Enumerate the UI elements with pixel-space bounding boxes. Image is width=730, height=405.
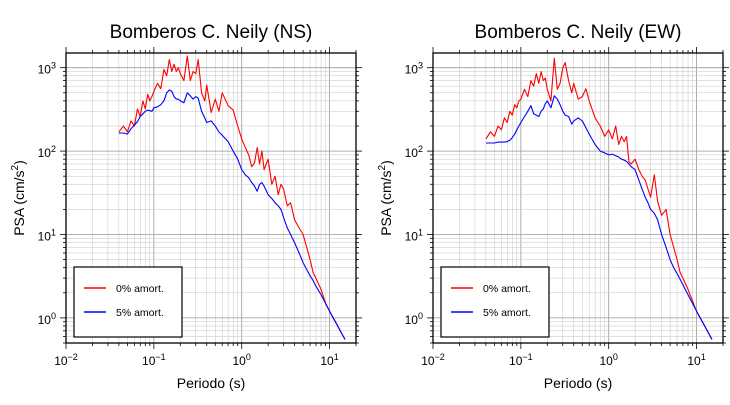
x-axis-label: Periodo (s) <box>544 375 612 391</box>
x-tick-label: 100 <box>233 352 251 368</box>
y-tick-label: 102 <box>38 144 56 160</box>
legend-label: 0% amort. <box>116 283 164 295</box>
x-tick-label: 10−1 <box>509 352 533 368</box>
plot-frame <box>65 52 357 344</box>
series-line-undamped <box>485 57 713 340</box>
grid <box>65 53 357 344</box>
chart-panel-2: 10−2 10−1 100 101 100 101 102 103 Bomberos C. Ne… <box>377 22 729 391</box>
plot-frame <box>432 52 724 344</box>
y-axis-label: PSA (cm/s2) <box>10 160 27 236</box>
x-tick-label: 101 <box>687 352 705 368</box>
y-tick-label: 103 <box>405 61 423 77</box>
y-axis-label: PSA (cm/s2) <box>377 160 394 236</box>
legend-box <box>440 266 550 338</box>
y-tick-label: 100 <box>405 311 423 327</box>
x-tick-label: 101 <box>320 352 338 368</box>
y-tick-label: 103 <box>38 61 56 77</box>
series-line-undamped <box>118 55 346 340</box>
x-tick-label: 10−2 <box>421 352 445 368</box>
y-tick-label: 101 <box>405 227 423 243</box>
x-axis-label: Periodo (s) <box>177 375 245 391</box>
legend-box <box>73 266 183 338</box>
chart-title: Bomberos C. Neily (EW) <box>475 22 682 43</box>
series-line-damped <box>485 95 713 340</box>
chart-title: Bomberos C. Neily (NS) <box>110 22 313 43</box>
x-tick-label: 10−2 <box>54 352 78 368</box>
chart-panel-1: 10−2 10−1 100 101 100 101 102 103 Bomberos C. Ne… <box>10 22 362 391</box>
legend: 0% amort. 5% amort. <box>440 266 550 338</box>
series-line-damped <box>118 89 346 340</box>
x-tick-label: 100 <box>600 352 618 368</box>
legend-label: 5% amort. <box>116 307 164 319</box>
legend-label: 0% amort. <box>483 283 531 295</box>
y-tick-label: 101 <box>38 227 56 243</box>
y-tick-label: 102 <box>405 144 423 160</box>
legend-label: 5% amort. <box>483 307 531 319</box>
x-tick-label: 10−1 <box>142 352 166 368</box>
y-tick-label: 100 <box>38 311 56 327</box>
legend: 0% amort. 5% amort. <box>73 266 183 338</box>
